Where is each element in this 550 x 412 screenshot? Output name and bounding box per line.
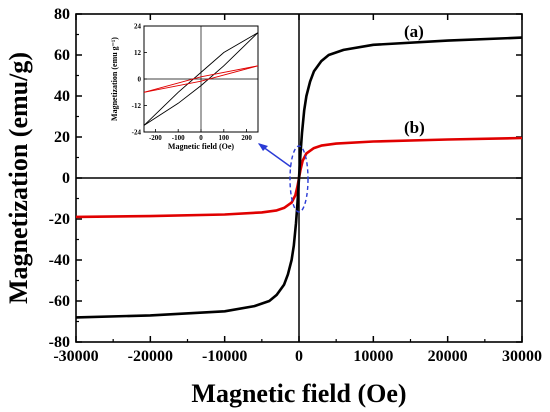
inset-y-tick-label: 12	[134, 49, 142, 57]
y-tick-label: 0	[62, 170, 70, 187]
y-axis-title: Magnetization (emu/g)	[4, 52, 33, 304]
y-tick-label: -80	[49, 334, 70, 351]
inset-zero-lines	[144, 26, 258, 132]
y-tick-label: 80	[54, 6, 70, 23]
inset-loop-b-upper	[143, 65, 259, 93]
inset-x-tick-label: 100	[219, 134, 230, 142]
y-tick-label: -40	[49, 252, 70, 269]
inset-loop-a-lower	[143, 32, 259, 126]
y-tick-label: 40	[54, 88, 70, 105]
zoom-region-ellipse	[289, 145, 309, 213]
y-tick-label: -60	[49, 293, 70, 310]
x-tick-label: 0	[295, 348, 303, 365]
inset-x-axis-title: Magnetic field (Oe)	[168, 142, 235, 151]
inset-y-tick-label: -12	[132, 102, 142, 110]
inset-y-tick-label: 24	[134, 23, 142, 31]
inset-loop-a-upper	[143, 32, 259, 126]
x-tick-label: -20000	[128, 348, 173, 365]
y-tick-label: -20	[49, 211, 70, 228]
inset-x-tick-label: 200	[241, 134, 252, 142]
y-tick-label: 20	[54, 129, 70, 146]
y-tick-label: 60	[54, 47, 70, 64]
inset-x-tick-label: -200	[149, 134, 162, 142]
zoom-arrow-head	[258, 143, 268, 151]
inset-y-axis-title: Magnetization (emu g⁻¹)	[110, 37, 119, 121]
inset-x-tick-label: -100	[172, 134, 185, 142]
series-b-label: (b)	[404, 118, 425, 137]
x-tick-label: 10000	[353, 348, 393, 365]
x-tick-label: -30000	[53, 348, 98, 365]
inset-y-tick-label: -24	[132, 129, 142, 137]
x-axis-title: Magnetic field (Oe)	[191, 379, 406, 408]
inset-loop-b-lower	[143, 65, 259, 93]
series-line-a	[75, 36, 523, 319]
inset-chart: -200 -100 0 100 200 -24 -12 0 12 24 Magnetic fiel…	[110, 23, 259, 151]
inset-tick-labels: -200 -100 0 100 200 -24 -12 0 12 24	[132, 23, 253, 143]
x-tick-label: -10000	[202, 348, 247, 365]
inset-series	[143, 32, 259, 126]
inset-y-tick-label: 0	[138, 76, 142, 84]
x-tick-label: 20000	[428, 348, 468, 365]
x-tick-label: 30000	[502, 348, 542, 365]
main-series	[75, 36, 523, 319]
series-a-label: (a)	[404, 22, 424, 41]
inset-x-tick-label: 0	[199, 134, 203, 142]
main-tick-labels: -30000 -20000 -10000 0 10000 20000 30000-80-60…	[49, 6, 542, 365]
